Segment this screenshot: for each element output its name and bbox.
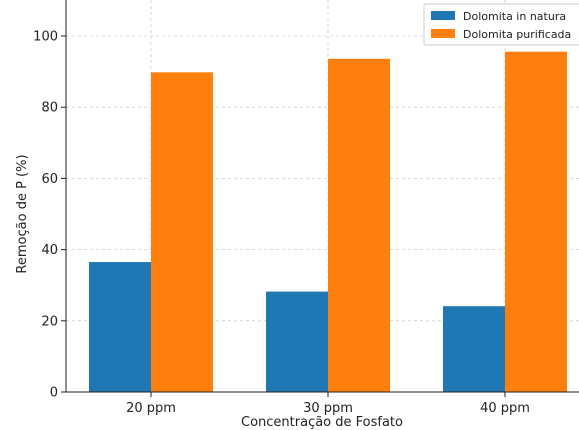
- bar-purificada-40-ppm: [505, 51, 567, 392]
- bar-purificada-30-ppm: [328, 58, 390, 393]
- y-ticks: 0 20 40 60 80 100: [33, 30, 66, 401]
- y-tick-label: 100: [33, 30, 58, 45]
- y-tick-label: 60: [41, 172, 58, 187]
- x-axis-label: Concentração de Fosfato: [241, 415, 403, 430]
- bars: [89, 51, 567, 393]
- y-axis-label: Remoção de P (%): [15, 154, 30, 273]
- legend: Dolomita in natura Dolomita purificada: [423, 3, 579, 46]
- x-tick-label: 30 ppm: [303, 401, 353, 416]
- bar-in-natura-20-ppm: [89, 262, 151, 392]
- x-tick-label: 40 ppm: [480, 401, 530, 416]
- legend-label-dolomita-in-natura: Dolomita in natura: [463, 10, 566, 23]
- bar-purificada-20-ppm: [151, 72, 213, 392]
- x-tick-label: 20 ppm: [126, 401, 176, 416]
- x-ticks: 20 ppm 30 ppm 40 ppm: [126, 392, 530, 416]
- legend-frame: [423, 3, 579, 46]
- legend-label-dolomita-purificada: Dolomita purificada: [463, 28, 571, 41]
- y-tick-label: 0: [50, 386, 58, 401]
- legend-swatch-dolomita-purificada: [431, 29, 455, 38]
- bar-in-natura-30-ppm: [266, 291, 328, 392]
- y-tick-label: 20: [41, 314, 58, 329]
- y-tick-label: 80: [41, 101, 58, 116]
- y-tick-label: 40: [41, 243, 58, 258]
- legend-swatch-dolomita-in-natura: [431, 11, 455, 20]
- bar-in-natura-40-ppm: [443, 306, 505, 392]
